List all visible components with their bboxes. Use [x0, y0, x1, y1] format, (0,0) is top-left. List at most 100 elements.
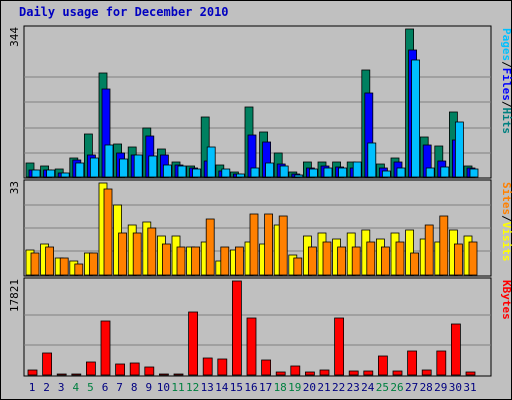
bar-pages-day-2	[46, 169, 55, 178]
x-tick-label-26: 26	[390, 381, 403, 394]
bar-sites-day-15	[234, 246, 244, 276]
bar-kbytes-day-4	[71, 373, 82, 376]
bar-pages-day-12	[192, 168, 202, 178]
bar-kbytes-day-8	[129, 362, 140, 376]
bar-kbytes-day-30	[450, 323, 461, 376]
bar-kbytes-day-14	[217, 358, 228, 376]
bar-kbytes-day-9	[144, 366, 155, 376]
bar-sites-day-19	[293, 257, 303, 276]
x-tick-label-10: 10	[157, 381, 170, 394]
bar-pages-day-5	[90, 157, 99, 178]
x-tick-label-23: 23	[347, 381, 360, 394]
bar-sites-day-28	[424, 224, 434, 276]
x-tick-label-11: 11	[171, 381, 184, 394]
x-tick-label-17: 17	[259, 381, 272, 394]
bar-pages-day-21	[323, 167, 333, 178]
bar-sites-day-18	[278, 215, 288, 276]
bar-sites-day-3	[59, 257, 69, 276]
bar-visits-day-27	[405, 229, 415, 276]
bar-kbytes-day-6	[100, 320, 111, 376]
bar-sites-day-29	[439, 215, 449, 276]
bar-pages-day-26	[396, 167, 406, 178]
bar-sites-day-4	[74, 263, 84, 276]
panel-volume	[23, 277, 492, 377]
bar-kbytes-day-11	[173, 373, 184, 376]
bar-sites-day-23	[351, 246, 361, 276]
x-tick-label-6: 6	[102, 381, 109, 394]
bar-kbytes-day-22	[334, 317, 345, 376]
bar-kbytes-day-17	[261, 359, 272, 376]
x-tick-label-16: 16	[244, 381, 257, 394]
bar-kbytes-day-31	[465, 371, 476, 376]
x-tick-label-4: 4	[72, 381, 79, 394]
max-label-volume: 17821	[8, 279, 21, 312]
bar-kbytes-day-3	[56, 373, 67, 376]
bar-pages-day-15	[235, 173, 245, 178]
x-tick-label-9: 9	[145, 381, 152, 394]
bar-kbytes-day-18	[275, 371, 286, 376]
bar-sites-day-20	[307, 246, 317, 276]
x-tick-label-3: 3	[58, 381, 65, 394]
legend-item-visits-1: /	[500, 215, 512, 222]
bar-pages-day-16	[250, 167, 260, 178]
bar-kbytes-day-2	[42, 352, 52, 376]
bar-pages-day-1	[31, 169, 41, 178]
legend-item-traffic-3: /	[500, 101, 512, 108]
x-tick-label-30: 30	[449, 381, 462, 394]
bar-sites-day-11	[176, 246, 186, 276]
bar-sites-day-2	[45, 246, 54, 276]
x-tick-label-25: 25	[376, 381, 389, 394]
x-tick-label-28: 28	[420, 381, 433, 394]
bar-kbytes-day-19	[290, 365, 301, 376]
bar-kbytes-day-15	[231, 280, 242, 376]
bar-sites-day-10	[161, 243, 171, 276]
bar-sites-day-1	[30, 252, 40, 276]
bar-pages-day-13	[206, 146, 216, 178]
bar-kbytes-day-13	[202, 357, 213, 376]
bar-pages-day-14	[221, 168, 231, 178]
max-label-visits: 33	[8, 181, 21, 194]
bar-pages-day-22	[338, 167, 348, 178]
bar-sites-day-8	[132, 232, 142, 276]
bar-pages-day-31	[469, 168, 479, 178]
legend-item-traffic-4: Hits	[500, 108, 512, 135]
bar-kbytes-day-12	[188, 311, 199, 376]
x-tick-label-18: 18	[274, 381, 287, 394]
bar-kbytes-day-24	[363, 370, 374, 376]
x-tick-label-1: 1	[29, 381, 36, 394]
bar-sites-day-24	[366, 241, 376, 276]
bar-sites-day-14	[220, 246, 230, 276]
bar-sites-day-9	[147, 227, 157, 276]
x-tick-label-22: 22	[332, 381, 345, 394]
bar-sites-day-12	[191, 246, 201, 276]
legend-item-volume-0: KBytes	[500, 280, 512, 320]
x-tick-label-14: 14	[215, 381, 229, 394]
bar-kbytes-day-20	[304, 371, 315, 376]
bar-kbytes-day-25	[377, 355, 388, 376]
x-tick-label-13: 13	[201, 381, 214, 394]
bar-kbytes-day-10	[158, 373, 169, 376]
bar-kbytes-day-21	[319, 369, 330, 376]
legend-item-traffic-0: Pages	[500, 28, 512, 61]
bar-kbytes-day-1	[27, 369, 38, 376]
x-tick-label-15: 15	[230, 381, 243, 394]
bar-sites-day-6	[103, 188, 113, 276]
bar-pages-day-24	[367, 142, 377, 178]
legend-item-visits-0: Sites	[500, 182, 512, 215]
x-tick-label-5: 5	[87, 381, 94, 394]
bar-kbytes-day-28	[421, 369, 432, 376]
bar-sites-day-16	[249, 213, 259, 276]
bar-pages-day-30	[454, 121, 464, 178]
bar-pages-day-25	[381, 170, 391, 178]
x-tick-label-7: 7	[116, 381, 123, 394]
bar-pages-day-29	[440, 166, 450, 178]
legend-volume: KBytes	[500, 280, 512, 320]
bar-sites-day-5	[89, 252, 98, 276]
bar-kbytes-day-23	[348, 370, 359, 376]
x-tick-label-2: 2	[43, 381, 50, 394]
bar-kbytes-day-7	[115, 363, 125, 376]
bar-sites-day-21	[322, 241, 332, 276]
bar-pages-day-6	[104, 144, 114, 178]
bar-kbytes-day-29	[436, 350, 447, 376]
bar-pages-day-20	[308, 168, 318, 178]
